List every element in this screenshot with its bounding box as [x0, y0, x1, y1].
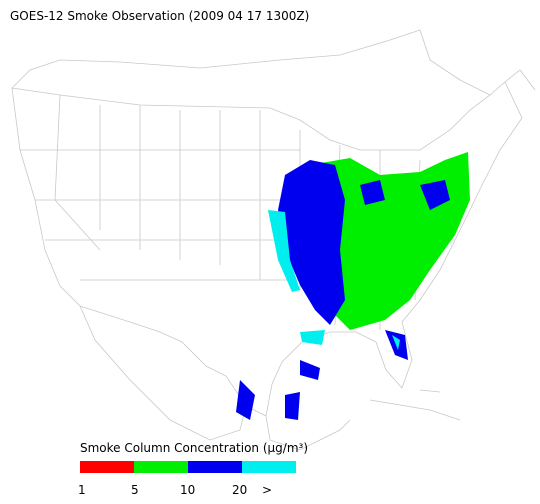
us-outline — [11, 81, 523, 417]
legend-label: 5 — [131, 483, 139, 497]
smoke-patch — [392, 335, 400, 350]
smoke-overlay — [236, 152, 470, 420]
legend-label: > — [262, 483, 272, 497]
legend-swatch — [134, 461, 188, 473]
legend-swatch — [188, 461, 242, 473]
smoke-patch — [236, 380, 255, 420]
smoke-patch — [420, 180, 450, 210]
legend-label: 1 — [78, 483, 86, 497]
legend-swatch — [80, 461, 134, 473]
smoke-patch — [268, 210, 300, 292]
smoke-patch — [300, 360, 320, 380]
legend-label: 20 — [232, 483, 247, 497]
canada — [11, 29, 536, 96]
smoke-patch — [300, 330, 325, 345]
legend-swatch — [242, 461, 296, 473]
map-title: GOES-12 Smoke Observation (2009 04 17 13… — [10, 9, 309, 23]
legend-title: Smoke Column Concentration (μg/m³) — [80, 441, 308, 455]
smoke-patch — [360, 180, 385, 205]
caribbean — [369, 389, 461, 421]
legend-label: 10 — [180, 483, 195, 497]
mexico — [79, 305, 351, 451]
legend: 1 5 10 20 > — [78, 461, 296, 497]
smoke-patch — [285, 392, 300, 420]
smoke-patch — [278, 160, 345, 325]
